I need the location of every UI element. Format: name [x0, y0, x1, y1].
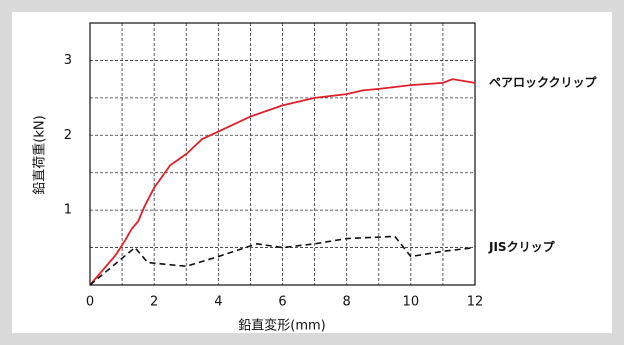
- legend-label: JISクリップ: [488, 239, 556, 254]
- x-axis-label: 鉛直変形(mm): [238, 318, 325, 334]
- x-tick-label: 0: [86, 295, 94, 310]
- x-tick-label: 6: [278, 295, 286, 310]
- y-tick-label: 3: [64, 53, 72, 68]
- plot-frame: [89, 22, 476, 286]
- y-tick-label: 2: [64, 128, 72, 143]
- x-tick-label: 8: [343, 295, 351, 310]
- x-tick-label: 2: [150, 295, 158, 310]
- legend-label: ペアロッククリップ: [489, 74, 598, 89]
- series-line: [89, 78, 476, 286]
- x-tick-label: 12: [467, 295, 484, 310]
- x-tick-label: 10: [403, 295, 420, 310]
- y-tick-label: 1: [64, 203, 72, 218]
- series-line: [89, 235, 476, 286]
- y-axis-label: 鉛直荷重(kN): [32, 115, 48, 194]
- x-tick-label: 4: [214, 295, 222, 310]
